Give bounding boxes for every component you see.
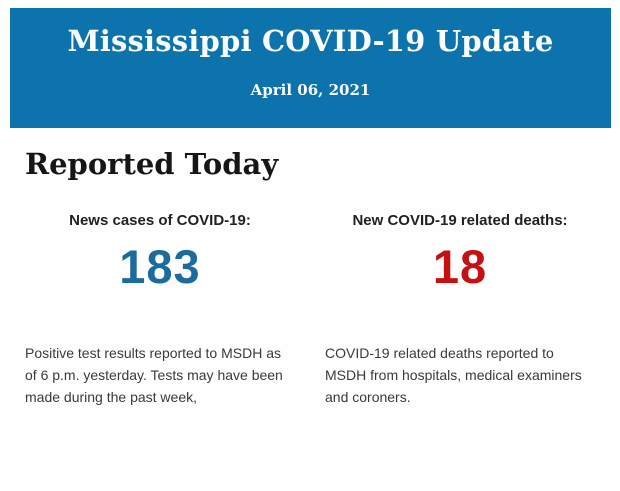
section-title: Reported Today <box>25 147 279 181</box>
stat-label-deaths: New COVID-19 related deaths: <box>352 212 568 229</box>
newsletter-page: Mississippi COVID-19 Update April 06, 20… <box>0 8 620 491</box>
header-banner: Mississippi COVID-19 Update April 06, 20… <box>10 8 611 128</box>
newsletter-title: Mississippi COVID-19 Update <box>67 24 554 58</box>
stat-label-new-cases: News cases of COVID-19: <box>69 212 251 229</box>
stat-description-deaths: COVID-19 related deaths reported to MSDH… <box>325 345 582 405</box>
stat-value-deaths: 18 <box>432 240 488 293</box>
stat-value-new-cases: 183 <box>119 240 201 293</box>
stat-card-deaths: New COVID-19 related deaths: 18 COVID-19… <box>325 212 595 408</box>
stat-card-new-cases: News cases of COVID-19: 183 Positive tes… <box>25 212 295 408</box>
content-area: Reported Today News cases of COVID-19: 1… <box>0 146 620 408</box>
newsletter-date: April 06, 2021 <box>250 81 371 99</box>
stats-grid: News cases of COVID-19: 183 Positive tes… <box>25 212 595 408</box>
stat-description-new-cases: Positive test results reported to MSDH a… <box>25 345 283 405</box>
